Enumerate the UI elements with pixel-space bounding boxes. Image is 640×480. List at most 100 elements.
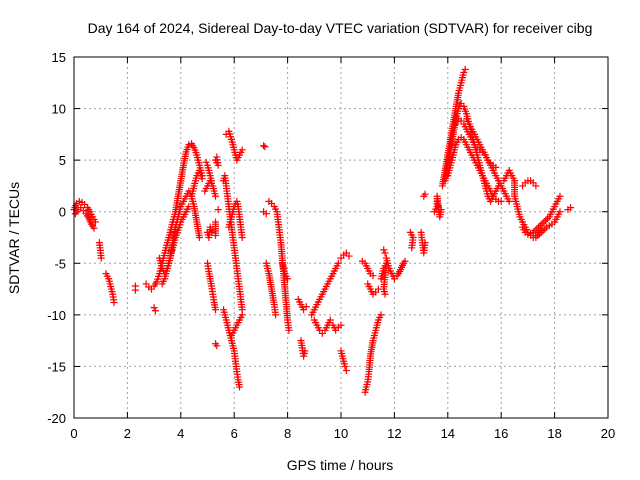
x-axis-label: GPS time / hours bbox=[287, 457, 394, 473]
x-tick-label: 8 bbox=[284, 426, 291, 441]
data-point bbox=[342, 367, 350, 375]
data-point bbox=[401, 257, 409, 265]
data-point bbox=[213, 342, 221, 350]
data-point bbox=[492, 163, 500, 171]
series-s29 bbox=[294, 295, 310, 314]
data-point bbox=[437, 206, 445, 214]
data-point bbox=[272, 311, 280, 319]
data-point bbox=[97, 254, 105, 262]
data-point bbox=[301, 347, 309, 355]
data-point bbox=[497, 197, 505, 205]
x-tick-label: 0 bbox=[70, 426, 77, 441]
series-s2 bbox=[71, 204, 98, 232]
series-s52 bbox=[519, 177, 540, 190]
data-point bbox=[369, 272, 377, 280]
series-s44 bbox=[420, 190, 429, 200]
series-s14 bbox=[204, 259, 220, 314]
data-point bbox=[150, 304, 158, 312]
series-s49 bbox=[452, 115, 513, 205]
data-point bbox=[381, 290, 389, 298]
series-s48 bbox=[444, 133, 505, 205]
y-tick-label: 0 bbox=[59, 205, 66, 220]
x-tick-label: 4 bbox=[177, 426, 184, 441]
x-tick-label: 20 bbox=[601, 426, 615, 441]
series-s3 bbox=[95, 239, 105, 262]
data-point bbox=[543, 215, 551, 223]
series-s12 bbox=[202, 158, 216, 185]
series-s42 bbox=[406, 228, 417, 252]
series-s50 bbox=[462, 115, 500, 171]
data-point bbox=[532, 182, 540, 190]
series-s17 bbox=[212, 153, 222, 169]
data-point bbox=[202, 158, 210, 166]
data-point bbox=[260, 142, 268, 150]
x-tick-label: 10 bbox=[334, 426, 348, 441]
data-point bbox=[131, 286, 139, 294]
data-point bbox=[345, 252, 353, 260]
x-tick-label: 18 bbox=[547, 426, 561, 441]
series-s55 bbox=[564, 204, 575, 214]
series-s26 bbox=[262, 259, 280, 319]
data-point bbox=[236, 383, 244, 391]
series-s54 bbox=[532, 208, 564, 241]
series-s19 bbox=[220, 172, 246, 314]
y-tick-label: -10 bbox=[47, 308, 66, 323]
series-s6 bbox=[142, 140, 206, 293]
data-point bbox=[261, 143, 269, 151]
series-s18 bbox=[214, 206, 222, 214]
data-point bbox=[408, 244, 416, 252]
series-s33 bbox=[329, 321, 345, 334]
grid bbox=[74, 57, 608, 418]
data-point bbox=[238, 311, 246, 319]
data-point bbox=[460, 68, 468, 76]
data-point bbox=[421, 190, 429, 198]
series-s10 bbox=[187, 166, 206, 200]
y-tick-label: -20 bbox=[47, 411, 66, 426]
series-s4 bbox=[102, 270, 118, 306]
series-s32 bbox=[310, 316, 334, 337]
data-point bbox=[212, 192, 220, 200]
data-point bbox=[567, 204, 575, 212]
chart-title: Day 164 of 2024, Sidereal Day-to-day VTE… bbox=[88, 20, 593, 36]
series-s45 bbox=[430, 192, 445, 221]
data-point bbox=[238, 234, 246, 241]
data-point bbox=[213, 153, 221, 161]
data-point bbox=[381, 249, 389, 257]
x-tick-label: 2 bbox=[124, 426, 131, 441]
data-point bbox=[334, 259, 342, 267]
series-s28 bbox=[278, 259, 292, 283]
y-tick-label: -15 bbox=[47, 359, 66, 374]
data-point bbox=[285, 326, 293, 334]
series-s30 bbox=[297, 337, 309, 360]
data-point bbox=[195, 234, 203, 241]
data-point bbox=[208, 177, 216, 185]
series-s53 bbox=[519, 192, 564, 238]
series-s25 bbox=[260, 208, 270, 218]
data-points bbox=[70, 65, 575, 396]
series-s15 bbox=[212, 218, 220, 239]
data-point bbox=[302, 303, 310, 311]
series-s24 bbox=[260, 142, 269, 151]
series-s7 bbox=[150, 304, 159, 315]
data-point bbox=[556, 208, 564, 216]
data-point bbox=[208, 228, 216, 236]
series-s43 bbox=[417, 228, 429, 257]
data-point bbox=[556, 192, 564, 200]
y-tick-label: -5 bbox=[54, 256, 66, 271]
series-s11 bbox=[201, 177, 220, 200]
series-s9 bbox=[158, 203, 193, 288]
y-tick-label: 10 bbox=[52, 102, 66, 117]
data-point bbox=[341, 362, 349, 370]
data-point bbox=[198, 175, 206, 183]
data-point bbox=[284, 275, 292, 283]
data-point bbox=[110, 298, 118, 306]
series-s37 bbox=[361, 311, 385, 396]
data-point bbox=[337, 321, 345, 329]
series-s34 bbox=[337, 249, 353, 262]
series-s31 bbox=[308, 259, 342, 319]
ticks: 0 2 4 6 8 10 12 14 16 18 20 -20 -15 -10 -5 0 5 10 15 bbox=[47, 50, 615, 441]
series-s16 bbox=[212, 340, 221, 350]
series-s40 bbox=[382, 254, 409, 283]
series-s21 bbox=[225, 197, 246, 241]
y-tick-label: 15 bbox=[52, 50, 66, 65]
